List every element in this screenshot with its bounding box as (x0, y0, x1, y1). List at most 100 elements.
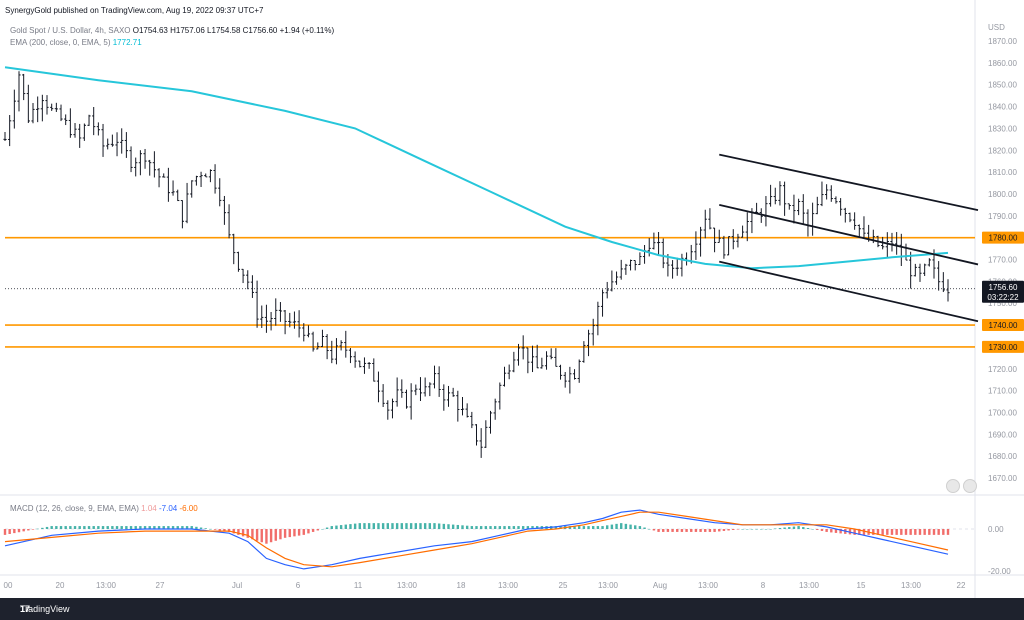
macd-histogram-bar (59, 526, 63, 529)
macd-histogram-bar (834, 529, 838, 533)
y-tick-label: 1720.00 (988, 365, 1017, 374)
macd-histogram-bar (293, 529, 296, 537)
macd-histogram-bar (923, 529, 926, 535)
macd-histogram-bar (624, 523, 628, 529)
flag-icon[interactable] (946, 479, 960, 493)
macd-histogram-bar (288, 529, 291, 538)
x-tick-label: 13:00 (397, 581, 418, 590)
macd-histogram-bar (419, 523, 422, 529)
macd-histogram-bar (620, 523, 623, 529)
x-tick-label: Jul (232, 581, 242, 590)
macd-histogram-bar (503, 526, 506, 529)
macd-histogram-bar (881, 529, 884, 535)
macd-histogram-bar (554, 526, 558, 529)
macd-histogram-bar (587, 526, 590, 529)
x-tick-label: 13:00 (698, 581, 719, 590)
macd-histogram-bar (255, 529, 259, 541)
macd-signal-value: -6.00 (179, 504, 198, 513)
macd-histogram-bar (638, 526, 642, 529)
trend-channel-line (719, 260, 979, 323)
chart-canvas[interactable]: USD1870.001860.001850.001840.001830.0018… (0, 0, 1024, 598)
symbol-legend[interactable]: Gold Spot / U.S. Dollar, 4h, SAXO O1754.… (10, 26, 334, 35)
level-tag (982, 340, 1024, 353)
macd-histogram-bar (185, 526, 189, 529)
macd-histogram-bar (433, 523, 436, 529)
macd-histogram-bar (377, 523, 380, 529)
macd-histogram-bar (330, 526, 333, 529)
macd-histogram-bar (251, 529, 254, 540)
macd-histogram-bar (774, 528, 777, 530)
ema-legend[interactable]: EMA (200, close, 0, EMA, 5) 1772.71 (10, 38, 142, 47)
macd-histogram-bar (213, 529, 217, 530)
macd-histogram-bar (344, 524, 347, 529)
macd-histogram-bar (148, 526, 151, 529)
macd-histogram-bar (167, 526, 170, 529)
macd-histogram-bar (760, 529, 763, 530)
macd-histogram-bar (662, 529, 665, 532)
macd-histogram-bar (372, 523, 375, 529)
macd-histogram-bar (349, 524, 352, 529)
y-tick-label: 1820.00 (988, 146, 1017, 155)
y-tick-label: 1810.00 (988, 168, 1017, 177)
macd-histogram-bar (269, 529, 273, 543)
macd-histogram-bar (718, 529, 721, 532)
macd-histogram-bar (606, 525, 609, 529)
macd-histogram-bar (78, 526, 81, 529)
macd-histogram-bar (484, 526, 488, 529)
macd-histogram-bar (3, 529, 7, 535)
macd-histogram-bar (535, 526, 539, 529)
macd-histogram-bar (83, 526, 86, 529)
macd-histogram-bar (223, 529, 226, 532)
flag-icon[interactable] (963, 479, 977, 493)
x-tick-label: 8 (761, 581, 766, 590)
macd-histogram-bar (816, 529, 819, 530)
macd-histogram-bar (886, 529, 889, 535)
x-tick-label: 13:00 (799, 581, 820, 590)
macd-histogram-bar (517, 526, 520, 529)
macd-histogram-bar (265, 529, 268, 544)
x-tick-label: 13:00 (96, 581, 117, 590)
macd-histogram-bar (461, 525, 464, 529)
macd-histogram-bar (895, 529, 898, 535)
macd-histogram-bar (942, 529, 945, 535)
macd-histogram-bar (129, 526, 133, 529)
macd-line-value: -7.04 (158, 504, 178, 513)
macd-histogram-bar (260, 529, 263, 543)
macd-histogram-bar (746, 529, 749, 530)
macd-histogram-bar (363, 523, 366, 529)
macd-legend[interactable]: MACD (12, 26, close, 9, EMA, EMA) 1.04 -… (10, 504, 198, 513)
macd-histogram-bar (162, 526, 165, 529)
macd-histogram-bar (36, 528, 39, 530)
tradingview-logo-icon: 17 (20, 604, 31, 614)
macd-histogram-bar (31, 529, 35, 530)
macd-histogram-bar (106, 526, 109, 529)
x-tick-label: 20 (56, 581, 65, 590)
macd-histogram-bar (872, 529, 875, 535)
y-tick-label: 1800.00 (988, 190, 1017, 199)
macd-histogram-bar (475, 526, 478, 529)
macd-histogram-bar (17, 529, 21, 533)
macd-histogram-bar (690, 529, 693, 532)
macd-histogram-bar (610, 524, 614, 529)
macd-histogram-bar (489, 526, 492, 529)
macd-histogram-bar (139, 526, 142, 529)
macd-histogram-bar (335, 525, 338, 529)
macd-histogram-bar (769, 529, 772, 530)
x-tick-label: 00 (4, 581, 13, 590)
x-tick-label: Aug (653, 581, 667, 590)
macd-histogram-bar (666, 529, 670, 532)
macd-histogram-bar (573, 526, 576, 529)
macd-histogram-bar (932, 529, 936, 535)
macd-histogram-bar (442, 523, 446, 529)
y-tick-label: 1680.00 (988, 452, 1017, 461)
macd-histogram-bar (568, 526, 572, 529)
macd-histogram-bar (582, 526, 586, 529)
macd-histogram-bar (788, 527, 791, 529)
macd-histogram-bar (316, 529, 319, 531)
macd-histogram-bar (55, 526, 58, 529)
footer-brand[interactable]: TradingView (20, 604, 70, 614)
macd-histogram-bar (456, 524, 460, 529)
macd-histogram-bar (423, 523, 427, 529)
macd-histogram-bar (470, 526, 474, 529)
macd-histogram-bar (50, 526, 53, 529)
